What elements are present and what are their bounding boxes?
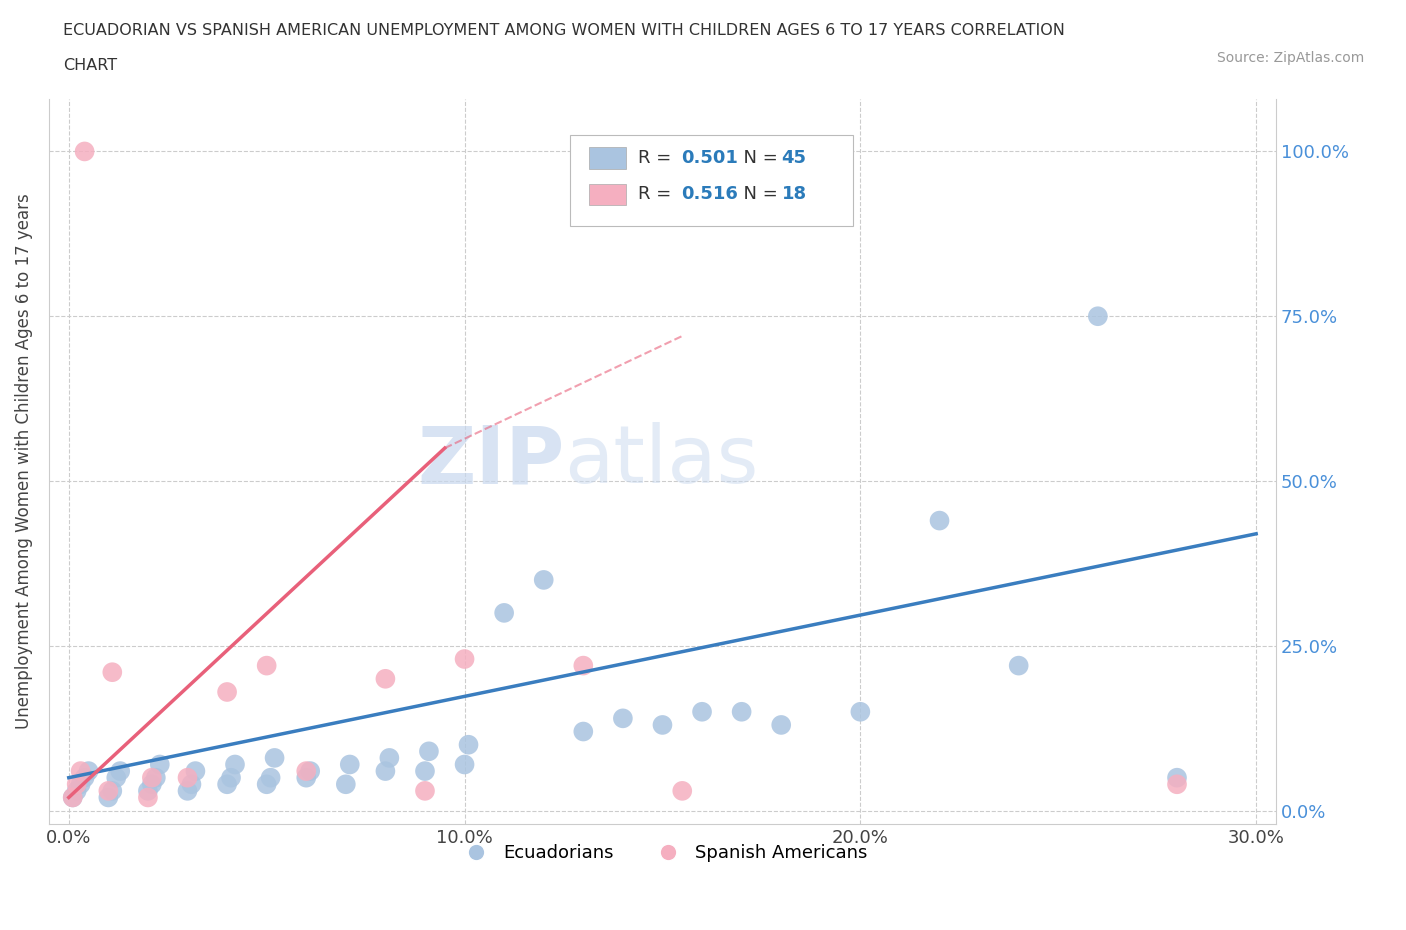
Text: CHART: CHART	[63, 58, 117, 73]
Text: Source: ZipAtlas.com: Source: ZipAtlas.com	[1216, 51, 1364, 65]
Point	[62, 790, 84, 804]
Point	[105, 770, 128, 785]
Text: N =: N =	[733, 149, 785, 167]
Point	[730, 704, 752, 719]
Point	[418, 744, 440, 759]
FancyBboxPatch shape	[571, 135, 852, 226]
Legend: Ecuadorians, Spanish Americans: Ecuadorians, Spanish Americans	[450, 837, 875, 870]
Point	[849, 704, 872, 719]
Point	[180, 777, 202, 791]
Point	[256, 658, 278, 673]
Point	[1166, 770, 1188, 785]
Point	[572, 724, 595, 739]
Point	[101, 783, 124, 798]
Text: 0.516: 0.516	[681, 185, 738, 204]
Text: 45: 45	[782, 149, 807, 167]
Point	[339, 757, 361, 772]
Point	[73, 144, 96, 159]
Text: R =: R =	[638, 149, 676, 167]
Point	[69, 777, 91, 791]
Point	[572, 658, 595, 673]
Point	[533, 573, 555, 588]
Point	[1166, 777, 1188, 791]
Point	[149, 757, 172, 772]
Point	[176, 783, 198, 798]
Point	[690, 704, 713, 719]
Point	[217, 684, 239, 699]
Point	[671, 783, 693, 798]
Point	[1008, 658, 1031, 673]
Point	[176, 770, 198, 785]
Point	[263, 751, 285, 765]
Point	[101, 665, 124, 680]
Point	[66, 777, 89, 791]
Point	[219, 770, 242, 785]
Point	[73, 770, 96, 785]
Point	[612, 711, 634, 725]
Point	[97, 783, 120, 798]
Y-axis label: Unemployment Among Women with Children Ages 6 to 17 years: Unemployment Among Women with Children A…	[15, 193, 32, 729]
Bar	[589, 147, 626, 169]
Point	[141, 770, 163, 785]
Point	[651, 718, 673, 733]
Point	[66, 783, 89, 798]
Point	[299, 764, 322, 778]
Point	[378, 751, 401, 765]
Text: atlas: atlas	[564, 422, 759, 500]
Text: N =: N =	[733, 185, 785, 204]
Point	[295, 764, 318, 778]
Point	[224, 757, 246, 772]
Text: ZIP: ZIP	[418, 422, 564, 500]
Point	[217, 777, 239, 791]
Point	[256, 777, 278, 791]
Point	[62, 790, 84, 804]
Point	[259, 770, 281, 785]
Point	[413, 783, 436, 798]
Text: ECUADORIAN VS SPANISH AMERICAN UNEMPLOYMENT AMONG WOMEN WITH CHILDREN AGES 6 TO : ECUADORIAN VS SPANISH AMERICAN UNEMPLOYM…	[63, 23, 1066, 38]
Point	[136, 783, 159, 798]
Bar	[589, 183, 626, 206]
Point	[136, 790, 159, 804]
Point	[141, 777, 163, 791]
Point	[335, 777, 357, 791]
Point	[453, 652, 475, 667]
Point	[457, 737, 479, 752]
Point	[374, 764, 396, 778]
Point	[97, 790, 120, 804]
Point	[145, 770, 167, 785]
Point	[110, 764, 132, 778]
Point	[413, 764, 436, 778]
Point	[453, 757, 475, 772]
Text: 0.501: 0.501	[681, 149, 738, 167]
Text: R =: R =	[638, 185, 676, 204]
Point	[184, 764, 207, 778]
Point	[77, 764, 100, 778]
Point	[494, 605, 516, 620]
Point	[928, 513, 950, 528]
Point	[295, 770, 318, 785]
Text: 18: 18	[782, 185, 807, 204]
Point	[374, 671, 396, 686]
Point	[770, 718, 793, 733]
Point	[69, 764, 91, 778]
Point	[1087, 309, 1109, 324]
